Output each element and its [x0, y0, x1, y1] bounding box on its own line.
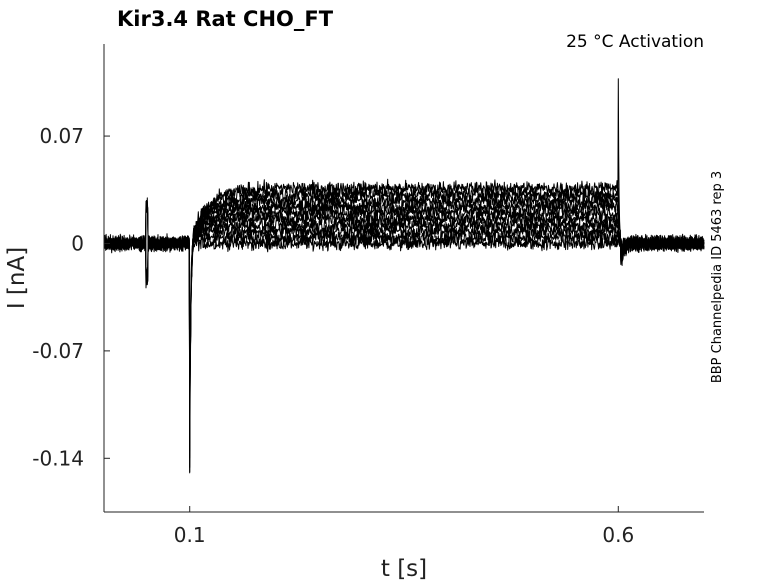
- chart-subtitle: 25 °C Activation: [566, 32, 704, 52]
- x-tick-label: 0.6: [602, 523, 634, 547]
- x-axis-label: t [s]: [381, 556, 427, 582]
- current-traces: [103, 78, 705, 474]
- current-trace: [103, 220, 705, 474]
- y-tick-label: -0.14: [32, 446, 84, 470]
- channelpedia-id-note: BBP Channelpedia ID 5463 rep 3: [710, 171, 725, 383]
- y-ticks: 0.07 0 -0.07 -0.14: [32, 124, 110, 470]
- x-ticks: 0.1 0.6: [174, 506, 634, 547]
- x-tick-label: 0.1: [174, 523, 206, 547]
- y-axis-label: I [nA]: [4, 247, 30, 309]
- chart-title: Kir3.4 Rat CHO_FT: [117, 7, 334, 31]
- y-tick-label: 0.07: [39, 124, 84, 148]
- current-trace: [103, 78, 705, 431]
- current-trace: [103, 197, 705, 468]
- current-trace: [103, 190, 705, 473]
- y-tick-label: -0.07: [32, 339, 84, 363]
- y-tick-label: 0: [71, 231, 84, 255]
